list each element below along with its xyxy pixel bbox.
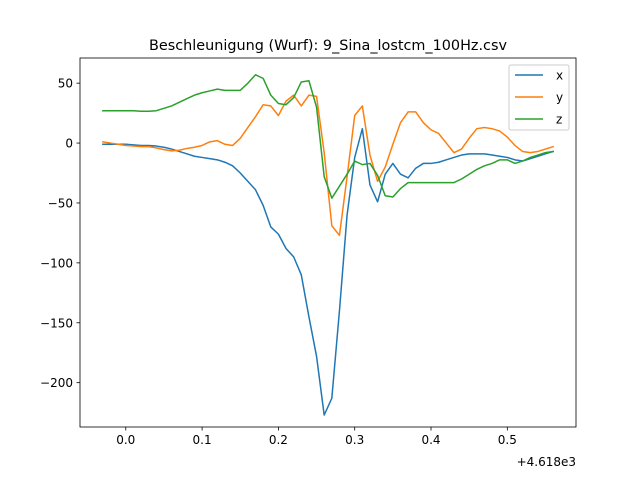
y-tick-label: −50 — [48, 196, 73, 210]
y-axis: 50 0 −50 −100 −150 −200 — [40, 77, 80, 390]
y-tick-label: −150 — [40, 316, 73, 330]
x-offset-label: +4.618e3 — [517, 455, 576, 469]
x-tick-label: 0.2 — [269, 433, 288, 447]
legend-label-z: z — [556, 113, 562, 127]
y-tick-label: −100 — [40, 256, 73, 270]
y-tick-label: 0 — [65, 137, 73, 151]
x-axis: 0.0 0.1 0.2 0.3 0.4 0.5 — [116, 427, 517, 447]
legend: xyz — [508, 64, 570, 131]
x-tick-label: 0.5 — [498, 433, 517, 447]
y-tick-label: 50 — [58, 77, 73, 91]
series-line-z — [102, 74, 554, 199]
x-tick-label: 0.3 — [345, 433, 364, 447]
y-tick-label: −200 — [40, 376, 73, 390]
plot-frame — [79, 57, 577, 428]
legend-label-y: y — [556, 91, 563, 105]
x-tick-label: 0.4 — [421, 433, 440, 447]
x-tick-label: 0.0 — [116, 433, 135, 447]
x-tick-label: 0.1 — [193, 433, 212, 447]
legend-label-x: x — [556, 69, 563, 83]
chart-title: Beschleunigung (Wurf): 9_Sina_lostcm_100… — [149, 38, 507, 54]
series-lines — [102, 74, 555, 416]
